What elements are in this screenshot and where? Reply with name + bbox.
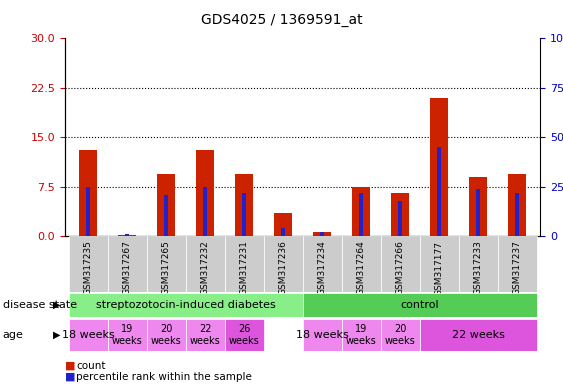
- Bar: [125, 234, 129, 236]
- FancyBboxPatch shape: [303, 293, 537, 317]
- FancyBboxPatch shape: [303, 236, 342, 292]
- FancyBboxPatch shape: [108, 319, 146, 351]
- FancyBboxPatch shape: [419, 319, 537, 351]
- Text: GSM317232: GSM317232: [200, 241, 209, 295]
- FancyBboxPatch shape: [419, 236, 459, 292]
- Text: ▶: ▶: [53, 300, 61, 310]
- Text: 26
weeks: 26 weeks: [229, 324, 260, 346]
- Bar: [196, 151, 214, 236]
- Bar: [398, 200, 403, 236]
- Text: GSM317266: GSM317266: [396, 241, 405, 296]
- Bar: [203, 187, 208, 236]
- Text: age: age: [3, 330, 24, 340]
- Text: GDS4025 / 1369591_at: GDS4025 / 1369591_at: [200, 13, 363, 27]
- Text: streptozotocin-induced diabetes: streptozotocin-induced diabetes: [96, 300, 275, 310]
- FancyBboxPatch shape: [225, 236, 263, 292]
- FancyBboxPatch shape: [108, 236, 146, 292]
- Bar: [235, 174, 253, 236]
- Bar: [470, 177, 487, 236]
- FancyBboxPatch shape: [342, 319, 381, 351]
- Text: control: control: [400, 300, 439, 310]
- FancyBboxPatch shape: [381, 319, 419, 351]
- Text: ■: ■: [65, 372, 75, 382]
- Text: 20
weeks: 20 weeks: [151, 324, 181, 346]
- FancyBboxPatch shape: [146, 236, 186, 292]
- Text: GSM317236: GSM317236: [279, 241, 288, 296]
- FancyBboxPatch shape: [303, 319, 342, 351]
- FancyBboxPatch shape: [381, 236, 419, 292]
- Bar: [508, 174, 526, 236]
- Bar: [320, 232, 324, 236]
- FancyBboxPatch shape: [263, 236, 303, 292]
- Bar: [242, 193, 247, 236]
- Bar: [281, 228, 285, 236]
- Bar: [430, 98, 448, 236]
- Text: count: count: [76, 361, 105, 371]
- Bar: [515, 193, 520, 236]
- Text: 19
weeks: 19 weeks: [346, 324, 377, 346]
- Text: GSM317264: GSM317264: [356, 241, 365, 295]
- Text: GSM317234: GSM317234: [318, 241, 327, 295]
- Text: 22 weeks: 22 weeks: [452, 330, 504, 340]
- FancyBboxPatch shape: [69, 319, 108, 351]
- Text: ■: ■: [65, 361, 75, 371]
- Text: 22
weeks: 22 weeks: [190, 324, 221, 346]
- FancyBboxPatch shape: [225, 319, 263, 351]
- Text: percentile rank within the sample: percentile rank within the sample: [76, 372, 252, 382]
- Text: GSM317237: GSM317237: [512, 241, 521, 296]
- Bar: [157, 174, 175, 236]
- Bar: [391, 193, 409, 236]
- FancyBboxPatch shape: [498, 236, 537, 292]
- FancyBboxPatch shape: [69, 293, 303, 317]
- FancyBboxPatch shape: [186, 236, 225, 292]
- Text: ▶: ▶: [53, 330, 61, 340]
- Bar: [314, 232, 331, 236]
- Bar: [274, 213, 292, 236]
- Text: 20
weeks: 20 weeks: [385, 324, 415, 346]
- Bar: [86, 187, 91, 236]
- Bar: [437, 147, 441, 236]
- Text: GSM317235: GSM317235: [84, 241, 93, 296]
- Text: GSM317265: GSM317265: [162, 241, 171, 296]
- Bar: [359, 193, 364, 236]
- Text: 19
weeks: 19 weeks: [112, 324, 142, 346]
- Bar: [164, 195, 168, 236]
- Bar: [352, 187, 370, 236]
- FancyBboxPatch shape: [146, 319, 186, 351]
- Bar: [476, 189, 480, 236]
- FancyBboxPatch shape: [459, 236, 498, 292]
- FancyBboxPatch shape: [342, 236, 381, 292]
- Text: GSM317177: GSM317177: [435, 241, 444, 296]
- Bar: [79, 151, 97, 236]
- Text: GSM317267: GSM317267: [123, 241, 132, 296]
- Text: GSM317233: GSM317233: [473, 241, 482, 296]
- Text: 18 weeks: 18 weeks: [62, 330, 114, 340]
- FancyBboxPatch shape: [186, 319, 225, 351]
- Text: 18 weeks: 18 weeks: [296, 330, 348, 340]
- Text: GSM317231: GSM317231: [240, 241, 249, 296]
- Bar: [118, 235, 136, 236]
- Text: disease state: disease state: [3, 300, 77, 310]
- FancyBboxPatch shape: [69, 236, 108, 292]
